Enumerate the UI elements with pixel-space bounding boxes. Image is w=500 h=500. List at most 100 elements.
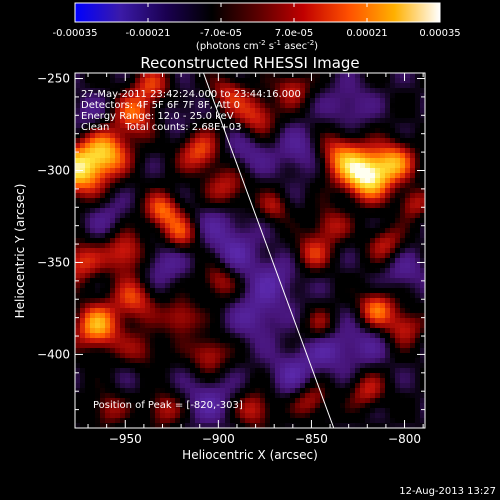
heatmap-cell (200, 343, 206, 349)
heatmap-cell (170, 333, 176, 339)
heatmap-cell (110, 198, 116, 204)
heatmap-cell (380, 388, 386, 394)
heatmap-cell (185, 288, 191, 294)
heatmap-cell (265, 158, 271, 164)
heatmap-cell (180, 193, 186, 199)
heatmap-cell (270, 113, 276, 119)
heatmap-cell (255, 303, 261, 309)
heatmap-cell (410, 108, 416, 114)
heatmap-cell (145, 183, 151, 189)
heatmap-cell (230, 198, 236, 204)
heatmap-cell (270, 293, 276, 299)
heatmap-cell (90, 258, 96, 264)
heatmap-cell (85, 208, 91, 214)
heatmap-cell (85, 188, 91, 194)
heatmap-cell (390, 133, 396, 139)
heatmap-cell (270, 413, 276, 419)
heatmap-cell (115, 78, 121, 84)
heatmap-cell (280, 288, 286, 294)
heatmap-cell (355, 168, 361, 174)
heatmap-cell (230, 408, 236, 414)
heatmap-cell (345, 143, 351, 149)
heatmap-cell (310, 308, 316, 314)
heatmap-cell (420, 393, 425, 399)
heatmap-cell (335, 178, 341, 184)
heatmap-cell (245, 313, 251, 319)
heatmap-cell (315, 218, 321, 224)
heatmap-cell (125, 113, 131, 119)
heatmap-cell (210, 333, 216, 339)
heatmap-cell (350, 98, 356, 104)
heatmap-cell (370, 143, 376, 149)
heatmap-cell (160, 303, 166, 309)
heatmap-cell (240, 213, 246, 219)
heatmap-cell (275, 318, 281, 324)
heatmap-cell (400, 373, 406, 379)
heatmap-cell (375, 113, 381, 119)
heatmap-cell (330, 413, 336, 419)
heatmap-cell (75, 403, 81, 409)
heatmap-cell (140, 103, 146, 109)
heatmap-cell (200, 288, 206, 294)
heatmap-cell (275, 343, 281, 349)
heatmap-cell (150, 413, 156, 419)
heatmap-cell (285, 128, 291, 134)
heatmap-cell (285, 303, 291, 309)
heatmap-cell (185, 243, 191, 249)
heatmap-cell (270, 73, 276, 79)
heatmap-cell (370, 238, 376, 244)
heatmap-cell (285, 378, 291, 384)
heatmap-cell (165, 213, 171, 219)
heatmap-cell (405, 208, 411, 214)
heatmap-cell (280, 243, 286, 249)
heatmap-cell (325, 83, 331, 89)
heatmap-cell (150, 198, 156, 204)
heatmap-cell (260, 408, 266, 414)
heatmap-cell (345, 373, 351, 379)
heatmap-cell (300, 173, 306, 179)
heatmap-cell (255, 383, 261, 389)
heatmap-cell (335, 388, 341, 394)
heatmap-cell (315, 143, 321, 149)
heatmap-cell (265, 353, 271, 359)
heatmap-cell (160, 163, 166, 169)
heatmap-cell (180, 108, 186, 114)
heatmap-cell (285, 243, 291, 249)
heatmap-cell (350, 133, 356, 139)
heatmap-cell (165, 298, 171, 304)
heatmap-cell (255, 138, 261, 144)
heatmap-cell (305, 278, 311, 284)
heatmap-cell (170, 363, 176, 369)
heatmap-cell (210, 263, 216, 269)
heatmap-cell (115, 403, 121, 409)
heatmap-cell (385, 88, 391, 94)
heatmap-cell (340, 333, 346, 339)
heatmap-cell (265, 338, 271, 344)
heatmap-cell (260, 193, 266, 199)
heatmap-cell (95, 418, 101, 424)
heatmap-cell (410, 423, 416, 428)
heatmap-cell (395, 253, 401, 259)
heatmap-cell (305, 318, 311, 324)
heatmap-cell (195, 288, 201, 294)
heatmap-cell (100, 198, 106, 204)
heatmap-cell (315, 423, 321, 428)
heatmap-cell (220, 88, 226, 94)
heatmap-cell (170, 218, 176, 224)
heatmap-cell (110, 353, 116, 359)
heatmap-cell (95, 233, 101, 239)
heatmap-cell (185, 303, 191, 309)
heatmap-cell (165, 108, 171, 114)
heatmap-cell (405, 283, 411, 289)
heatmap-cell (375, 258, 381, 264)
heatmap-cell (130, 138, 136, 144)
heatmap-cell (110, 398, 116, 404)
heatmap-cell (345, 233, 351, 239)
heatmap-cell (225, 178, 231, 184)
heatmap-cell (195, 198, 201, 204)
heatmap-cell (235, 168, 241, 174)
heatmap-cell (415, 88, 421, 94)
heatmap-cell (85, 343, 91, 349)
heatmap-cell (335, 368, 341, 374)
heatmap-cell (215, 193, 221, 199)
